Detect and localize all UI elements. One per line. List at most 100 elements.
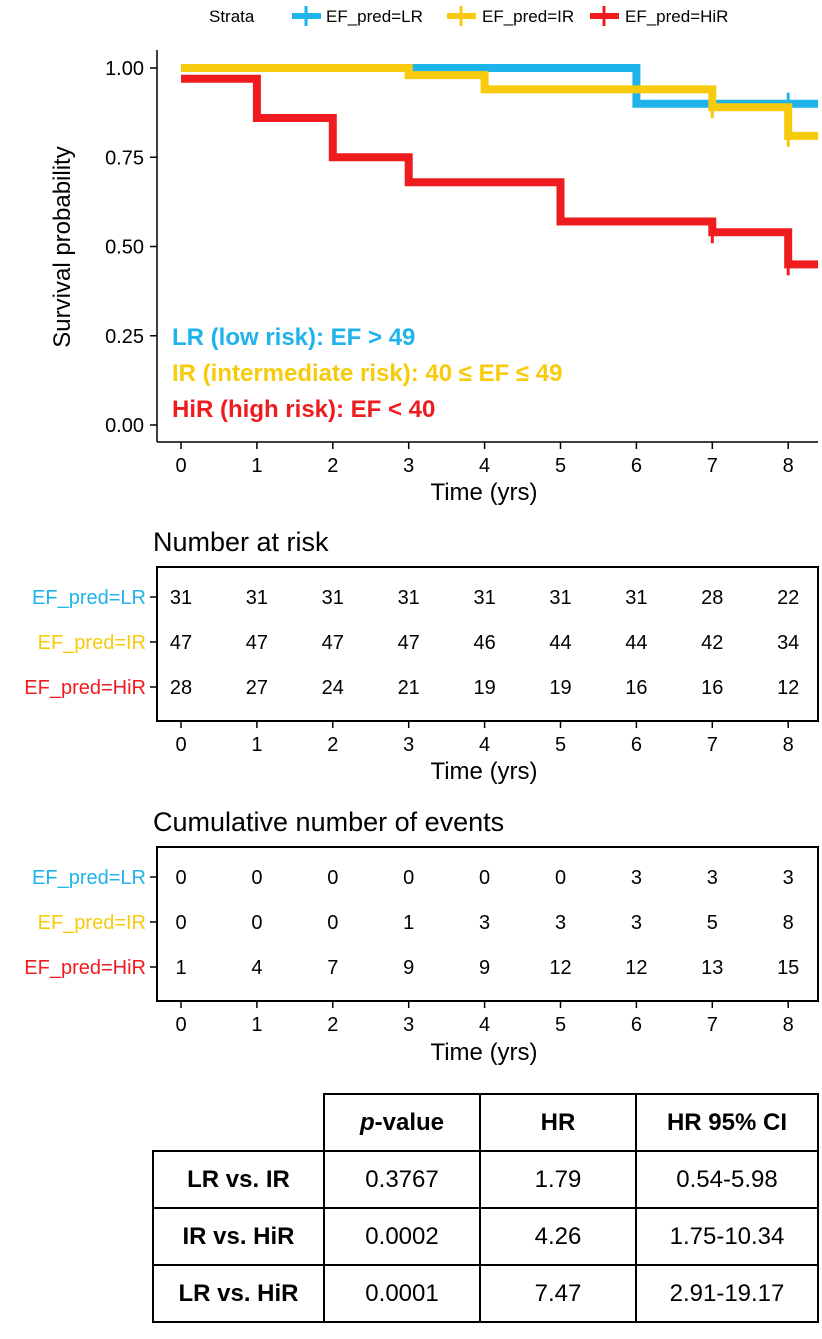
table-cell: 42	[701, 632, 723, 654]
x-tick-label: 4	[479, 455, 490, 477]
x-tick-label: 5	[555, 455, 566, 477]
stats-row: LR vs. HiR 0.0001 7.47 2.91-19.17	[152, 1264, 819, 1323]
stats-ci: 2.91-19.17	[635, 1264, 819, 1323]
table-cell: 28	[170, 677, 192, 699]
stats-pvalue: 0.0002	[323, 1207, 481, 1266]
table-cell: 27	[246, 677, 268, 699]
events-x-axis-title: Time (yrs)	[430, 1039, 537, 1066]
table-cell: 7	[327, 957, 338, 979]
annotation-ir: IR (intermediate risk): 40 ≤ EF ≤ 49	[172, 360, 562, 387]
table-row-label-lr: EF_pred=LR	[32, 587, 146, 609]
table-cell: 47	[246, 632, 268, 654]
annotation-hir: HiR (high risk): EF < 40	[172, 396, 435, 423]
km-curve-ir	[181, 64, 818, 140]
table-cell: 47	[322, 632, 344, 654]
table-x-tick-label: 0	[175, 734, 186, 756]
stats-header-empty	[153, 1094, 325, 1152]
table-cell: 0	[175, 867, 186, 889]
table-x-tick-label: 6	[631, 1014, 642, 1036]
table-cell: 9	[479, 957, 490, 979]
table-cell: 3	[631, 912, 642, 934]
table-cell: 1	[403, 912, 414, 934]
km-curves	[181, 64, 818, 276]
table-x-tick-label: 6	[631, 734, 642, 756]
hazard-ratio-table: p-value HR HR 95% CI LR vs. IR 0.3767 1.…	[152, 1093, 819, 1323]
table-cell: 46	[473, 632, 495, 654]
km-curve-hir	[181, 74, 818, 269]
table-cell: 19	[473, 677, 495, 699]
risk-x-axis-title: Time (yrs)	[430, 758, 537, 785]
table-cell: 0	[403, 867, 414, 889]
table-cell: 31	[473, 587, 495, 609]
legend-title: Strata	[209, 7, 255, 26]
stats-row-label: IR vs. HiR	[152, 1207, 325, 1266]
table-cell: 19	[549, 677, 571, 699]
stats-row-label: LR vs. IR	[152, 1150, 325, 1209]
table-cell: 12	[777, 677, 799, 699]
annotation-lr: LR (low risk): EF > 49	[172, 324, 415, 351]
table-cell: 34	[777, 632, 799, 654]
table-x-tick-label: 2	[327, 734, 338, 756]
stats-header-ci: HR 95% CI	[635, 1093, 819, 1152]
table-cell: 31	[170, 587, 192, 609]
table-cell: 13	[701, 957, 723, 979]
table-cell: 1	[175, 957, 186, 979]
table-x-tick-label: 1	[251, 734, 262, 756]
table-x-tick-label: 0	[175, 1014, 186, 1036]
stats-row: LR vs. IR 0.3767 1.79 0.54-5.98	[152, 1150, 819, 1209]
table-x-tick-label: 7	[707, 1014, 718, 1036]
stats-hr: 7.47	[479, 1264, 637, 1323]
table-cell: 21	[398, 677, 420, 699]
table-cell: 44	[625, 632, 647, 654]
stats-ci: 1.75-10.34	[635, 1207, 819, 1266]
risk-table-title: Number at risk	[153, 527, 329, 557]
table-cell: 44	[549, 632, 571, 654]
stats-hr: 1.79	[479, 1150, 637, 1209]
legend-label-lr: EF_pred=LR	[326, 7, 423, 26]
table-cell: 47	[398, 632, 420, 654]
y-tick-label: 0.50	[105, 237, 144, 259]
table-row-label-ir: EF_pred=IR	[38, 632, 146, 654]
y-tick-label: 0.25	[105, 326, 144, 348]
table-row-label-hir: EF_pred=HiR	[24, 957, 146, 979]
risk-table-border	[156, 566, 819, 722]
y-axis-title: Survival probability	[49, 146, 76, 347]
km-figure: Strata EF_pred=LR EF_pred=IR EF_pred=HiR…	[24, 6, 819, 1066]
legend-item-lr: EF_pred=LR	[292, 6, 423, 26]
table-cell: 0	[251, 912, 262, 934]
legend: Strata EF_pred=LR EF_pred=IR EF_pred=HiR	[209, 6, 728, 26]
y-axis: 0.00 0.25 0.50 0.75 1.00	[105, 58, 157, 437]
legend-item-hir: EF_pred=HiR	[590, 6, 728, 26]
table-cell: 3	[555, 912, 566, 934]
stats-header-hr: HR	[479, 1093, 637, 1152]
table-cell: 22	[777, 587, 799, 609]
table-x-tick-label: 8	[783, 1014, 794, 1036]
table-cell: 24	[322, 677, 344, 699]
y-tick-label: 1.00	[105, 58, 144, 80]
table-cell: 31	[322, 587, 344, 609]
table-cell: 8	[783, 912, 794, 934]
table-row-label-hir: EF_pred=HiR	[24, 677, 146, 699]
stats-header-row: p-value HR HR 95% CI	[153, 1093, 819, 1152]
table-cell: 3	[631, 867, 642, 889]
table-cell: 47	[170, 632, 192, 654]
table-cell: 15	[777, 957, 799, 979]
table-cell: 12	[625, 957, 647, 979]
x-tick-label: 2	[327, 455, 338, 477]
stats-pvalue: 0.3767	[323, 1150, 481, 1209]
legend-label-ir: EF_pred=IR	[482, 7, 574, 26]
table-x-tick-label: 5	[555, 1014, 566, 1036]
table-x-tick-label: 1	[251, 1014, 262, 1036]
stats-header-pvalue: p-value	[323, 1093, 481, 1152]
table-cell: 0	[175, 912, 186, 934]
table-x-tick-label: 8	[783, 734, 794, 756]
table-cell: 31	[549, 587, 571, 609]
y-tick-label: 0.00	[105, 415, 144, 437]
table-cell: 3	[479, 912, 490, 934]
table-cell: 31	[625, 587, 647, 609]
events-table-title: Cumulative number of events	[153, 807, 504, 837]
table-cell: 31	[398, 587, 420, 609]
table-row-label-lr: EF_pred=LR	[32, 867, 146, 889]
table-cell: 16	[625, 677, 647, 699]
table-cell: 16	[701, 677, 723, 699]
